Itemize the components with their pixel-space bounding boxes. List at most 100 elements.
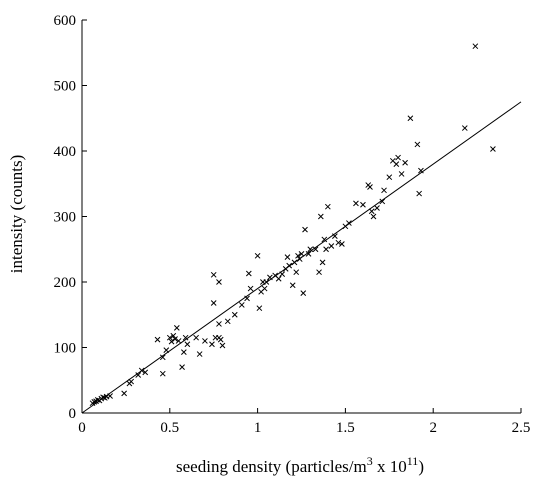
- x-tick-label: 1: [254, 420, 262, 436]
- x-axis-title-middle: x 10: [373, 457, 407, 476]
- data-point-marker: [398, 171, 405, 177]
- data-point-marker: [374, 205, 380, 211]
- data-point-marker: [184, 341, 191, 348]
- data-point-marker: [328, 243, 335, 249]
- data-point-marker: [94, 397, 101, 403]
- data-point-marker: [179, 364, 185, 371]
- x-tick-label: 2.5: [512, 420, 531, 436]
- data-point-marker: [219, 342, 226, 349]
- fit-line-group: [81, 101, 522, 414]
- data-point-marker: [182, 334, 189, 341]
- data-point-marker: [254, 252, 261, 259]
- data-point-marker: [335, 239, 342, 246]
- data-point-marker: [368, 208, 375, 215]
- data-point-marker: [379, 198, 386, 205]
- linear-fit-line: [81, 101, 522, 414]
- y-tick-label: 500: [54, 79, 77, 95]
- x-tick-label: 1.5: [336, 420, 355, 436]
- data-point-marker: [180, 349, 187, 355]
- data-point-marker: [284, 254, 291, 260]
- data-point-marker: [321, 236, 328, 243]
- data-point-marker: [381, 187, 387, 194]
- data-point-marker: [395, 154, 401, 161]
- data-point-marker: [216, 279, 222, 285]
- data-point-marker: [319, 259, 326, 266]
- y-axis-title: intensity (counts): [7, 155, 26, 274]
- data-point-marker: [323, 246, 329, 253]
- data-point-marker: [121, 390, 127, 397]
- data-point-marker: [202, 338, 208, 344]
- x-axis-ticks: 0 0.5 1 1.5 2 2.5: [78, 408, 530, 436]
- data-point-marker: [300, 290, 307, 296]
- data-point-marker: [490, 146, 496, 152]
- y-tick-label: 100: [54, 341, 77, 357]
- data-point-marker: [402, 159, 408, 166]
- data-point-marker: [142, 369, 149, 376]
- data-point-marker: [170, 332, 177, 339]
- data-point-marker: [231, 311, 238, 318]
- x-tick-label: 0: [78, 420, 86, 436]
- data-point-marker: [293, 269, 300, 276]
- data-point-marker: [367, 184, 373, 190]
- y-tick-label: 400: [54, 144, 77, 160]
- x-tick-label: 2: [429, 420, 437, 436]
- data-point-marker: [247, 285, 254, 292]
- y-tick-label: 600: [54, 13, 77, 29]
- data-point-marker: [360, 201, 366, 208]
- data-point-marker: [461, 125, 468, 131]
- data-point-marker: [414, 141, 421, 148]
- y-tick-label: 200: [54, 275, 77, 291]
- data-point-marker: [159, 354, 166, 361]
- data-point-marker: [245, 270, 252, 277]
- data-point-marker: [172, 336, 178, 342]
- data-point-marker: [275, 275, 282, 282]
- data-point-marker: [217, 336, 224, 343]
- data-point-marker: [173, 324, 180, 331]
- data-point-marker: [316, 269, 322, 276]
- data-point-marker: [168, 338, 175, 345]
- data-point-marker: [393, 161, 400, 167]
- data-point-marker: [135, 372, 142, 378]
- data-point-marker: [353, 200, 359, 207]
- y-tick-label: 0: [69, 406, 77, 422]
- x-axis-title-suffix: ): [418, 457, 424, 476]
- axes: [81, 20, 521, 414]
- data-point-marker: [289, 282, 296, 289]
- data-point-marker: [166, 334, 173, 341]
- data-point-marker: [154, 336, 161, 343]
- data-point-marker: [418, 167, 424, 174]
- data-point-marker: [295, 252, 301, 259]
- data-point-marker: [386, 174, 393, 181]
- data-point-marker: [416, 190, 423, 197]
- data-point-marker: [224, 318, 231, 325]
- data-point-marker: [216, 321, 222, 327]
- data-point-marker: [305, 250, 312, 257]
- data-point-marker: [324, 203, 331, 210]
- y-tick-label: 300: [54, 210, 77, 226]
- data-point-marker: [238, 302, 245, 308]
- x-axis-title: seeding density (particles/m3 x 1011): [176, 454, 424, 476]
- data-point-marker: [302, 226, 308, 233]
- data-point-marker: [307, 246, 314, 253]
- data-point-marker: [256, 305, 263, 312]
- data-point-marker: [317, 213, 324, 220]
- data-point-marker: [193, 334, 199, 341]
- data-point-marker: [196, 351, 203, 357]
- data-points: [89, 43, 496, 407]
- x-axis-title-exponent-1: 3: [367, 454, 373, 468]
- data-point-marker: [210, 271, 217, 278]
- data-point-marker: [175, 338, 182, 344]
- x-tick-label: 0.5: [160, 420, 179, 436]
- data-point-marker: [339, 241, 345, 247]
- data-point-marker: [370, 213, 377, 220]
- x-axis-title-exponent-2: 11: [407, 454, 419, 468]
- data-point-marker: [159, 370, 166, 377]
- data-point-marker: [210, 300, 217, 306]
- data-point-marker: [261, 285, 268, 292]
- data-point-marker: [209, 341, 215, 348]
- data-point-marker: [407, 115, 414, 122]
- y-axis-ticks: 0 100 200 300 400 500 600: [54, 13, 87, 422]
- data-point-marker: [472, 43, 479, 50]
- data-point-marker: [312, 246, 319, 253]
